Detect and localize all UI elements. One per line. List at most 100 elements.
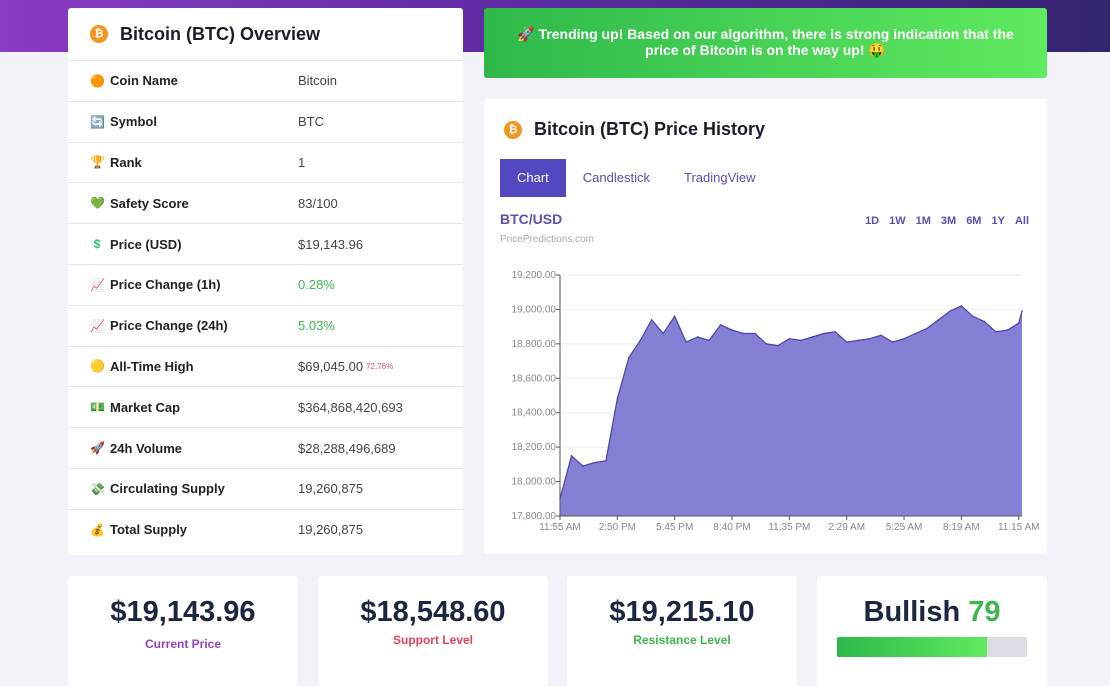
rank-icon: 🏆 bbox=[90, 155, 105, 170]
range-1d[interactable]: 1D bbox=[865, 215, 880, 227]
data-point bbox=[650, 318, 653, 321]
data-point bbox=[628, 356, 630, 359]
sentiment-label: Bullish bbox=[863, 596, 961, 628]
all-time-high-value: $69,045.00 bbox=[298, 358, 364, 374]
data-point bbox=[605, 460, 607, 462]
history-title: ₿ Bitcoin (BTC) Price History bbox=[504, 119, 765, 140]
x-tick-label: 8:40 PM bbox=[713, 522, 750, 533]
x-tick-label: 5:45 PM bbox=[656, 522, 693, 533]
ath-change: 72.76% bbox=[366, 361, 394, 371]
rank-label: Rank bbox=[110, 154, 142, 170]
data-point bbox=[834, 331, 837, 333]
data-point bbox=[582, 465, 584, 467]
x-tick-label: 8:19 AM bbox=[943, 522, 980, 533]
source-label: PricePredictions.com bbox=[500, 234, 594, 245]
sentiment-bar-fill bbox=[837, 637, 988, 657]
price-change-24h-value: 5.03% bbox=[298, 318, 335, 334]
data-point bbox=[949, 310, 951, 312]
y-tick-label: 18,000.00 bbox=[512, 477, 557, 488]
y-tick-label: 18,200.00 bbox=[512, 442, 557, 453]
x-tick-label: 11:55 AM bbox=[539, 522, 581, 533]
data-point bbox=[983, 320, 986, 323]
range-1y[interactable]: 1Y bbox=[991, 215, 1005, 227]
data-point bbox=[891, 341, 894, 343]
y-tick-label: 18,800.00 bbox=[512, 339, 557, 350]
row-circulating-supply: 💸 Circulating Supply 19,260,875 bbox=[68, 467, 463, 509]
data-point bbox=[1017, 322, 1020, 324]
data-point bbox=[972, 315, 974, 318]
overview-title: ₿ Bitcoin (BTC) Overview bbox=[68, 8, 463, 60]
tab-candlestick[interactable]: Candlestick bbox=[582, 170, 650, 185]
24h-volume-icon: 🚀 bbox=[90, 441, 105, 456]
range-3m[interactable]: 3M bbox=[940, 215, 957, 227]
data-point bbox=[1021, 310, 1023, 312]
price-area bbox=[560, 306, 1022, 516]
tab-chart[interactable]: Chart bbox=[500, 159, 566, 197]
row-total-supply: 💰 Total Supply 19,260,875 bbox=[68, 508, 463, 550]
price-history-card: ₿ Bitcoin (BTC) Price History Chart Candl… bbox=[484, 99, 1047, 554]
data-point bbox=[960, 305, 963, 307]
circulating-supply-value: 19,260,875 bbox=[298, 481, 364, 497]
price-change-1h-label: Price Change (1h) bbox=[110, 277, 221, 293]
coin-name-icon: 🟠 bbox=[90, 73, 105, 88]
row-24h-volume: 🚀 24h Volume $28,288,496,689 bbox=[68, 427, 463, 468]
24h-volume-label: 24h Volume bbox=[110, 440, 183, 456]
range-1m[interactable]: 1M bbox=[915, 215, 931, 227]
range-selector: 1D 1W 1M 3M 6M 1Y All bbox=[865, 215, 1029, 227]
sentiment-card: Bullish 79 bbox=[817, 576, 1047, 686]
data-point bbox=[822, 332, 825, 335]
y-tick-label: 18,400.00 bbox=[512, 408, 557, 419]
support-level-card: $18,548.60 Support Level bbox=[318, 576, 548, 686]
x-tick-label: 11:35 PM bbox=[768, 522, 810, 533]
data-point bbox=[868, 337, 871, 340]
total-supply-label: Total Supply bbox=[110, 522, 188, 538]
support-level-label: Support Level bbox=[392, 633, 473, 647]
row-symbol: 🔄 Symbol BTC bbox=[68, 100, 463, 142]
range-all[interactable]: All bbox=[1014, 215, 1029, 227]
price-usd-label: Price (USD) bbox=[110, 236, 182, 252]
range-1w[interactable]: 1W bbox=[889, 215, 906, 227]
row-safety-score: 💚 Safety Score 83/100 bbox=[68, 182, 463, 223]
all-time-high-label: All-Time High bbox=[110, 358, 194, 374]
data-point bbox=[845, 341, 848, 343]
circulating-supply-label: Circulating Supply bbox=[110, 481, 225, 497]
row-price-change-24h: 📈 Price Change (24h) 5.03% bbox=[68, 304, 463, 346]
safety-score-value: 83/100 bbox=[298, 195, 338, 211]
bitcoin-icon: ₿ bbox=[504, 120, 522, 139]
data-point bbox=[754, 332, 756, 335]
price-chart: 17,800.00 18,000.00 18,200.00 18,400.00 18,6… bbox=[512, 270, 1040, 533]
row-coin-name: 🟠 Coin Name Bitcoin bbox=[68, 60, 463, 101]
y-tick-label: 17,800.00 bbox=[512, 511, 557, 522]
data-point bbox=[880, 334, 882, 337]
data-point bbox=[926, 327, 928, 330]
price-change-24h-icon: 📈 bbox=[90, 318, 105, 333]
price-line bbox=[559, 305, 1023, 499]
overview-card: ₿ Bitcoin (BTC) Overview 🟠 Coin Name Bitcoi… bbox=[68, 8, 463, 555]
data-point bbox=[685, 341, 687, 343]
current-price-card: $19,143.96 Current Price bbox=[68, 576, 298, 686]
y-tick-label: 18,600.00 bbox=[512, 373, 557, 384]
data-point bbox=[1006, 329, 1009, 331]
data-point bbox=[731, 329, 733, 331]
data-point bbox=[662, 332, 665, 335]
rank-value: 1 bbox=[298, 154, 306, 170]
market-cap-value: $364,868,420,693 bbox=[298, 399, 403, 415]
pair-label: BTC/USD bbox=[500, 211, 563, 227]
y-tick-label: 19,000.00 bbox=[512, 304, 557, 315]
data-point bbox=[708, 339, 710, 342]
trend-banner: 🚀 Trending up! Based on our algorithm, t… bbox=[484, 8, 1047, 78]
row-price-usd: $ Price (USD) $19,143.96 bbox=[68, 223, 463, 264]
data-point bbox=[639, 339, 642, 342]
data-point bbox=[857, 339, 859, 342]
range-6m[interactable]: 6M bbox=[966, 215, 982, 227]
price-change-24h-label: Price Change (24h) bbox=[110, 318, 228, 334]
resistance-level-label: Resistance Level bbox=[633, 633, 731, 647]
data-point bbox=[719, 324, 722, 326]
resistance-level-value: $19,215.10 bbox=[609, 596, 755, 628]
tab-tradingview[interactable]: TradingView bbox=[684, 170, 756, 185]
total-supply-icon: 💰 bbox=[90, 522, 105, 537]
y-tick-label: 19,200.00 bbox=[512, 270, 557, 281]
price-usd-icon: $ bbox=[93, 237, 101, 252]
market-cap-icon: 💵 bbox=[90, 400, 105, 415]
symbol-value: BTC bbox=[298, 114, 324, 130]
